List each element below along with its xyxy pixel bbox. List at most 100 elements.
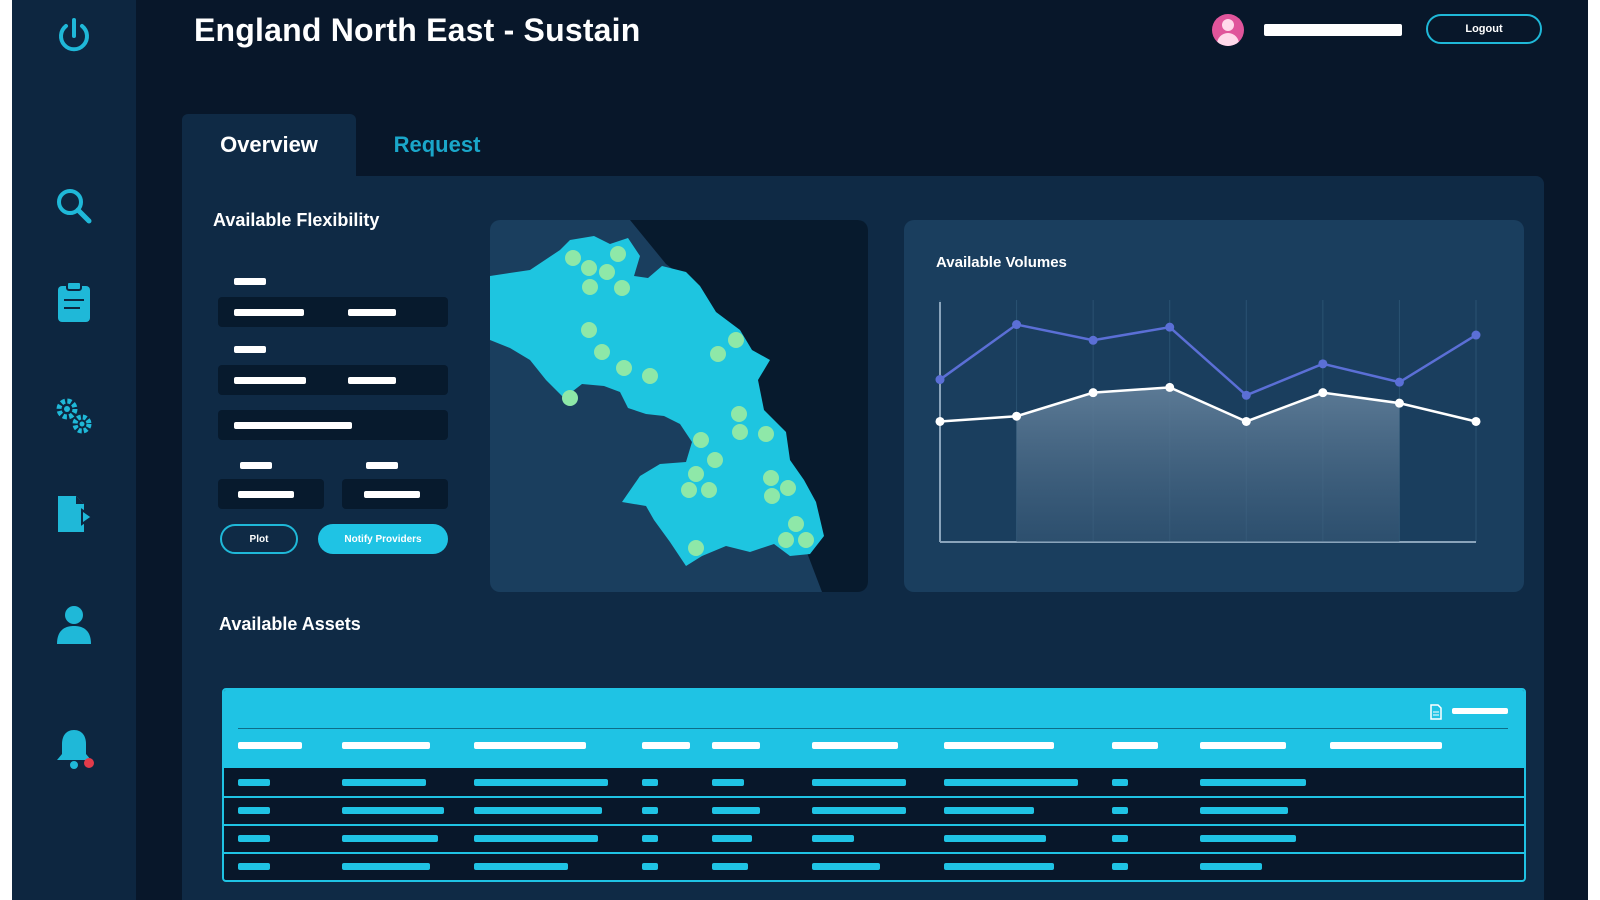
avatar[interactable] (1212, 14, 1244, 46)
table-cell (238, 779, 270, 786)
column-header[interactable] (474, 742, 586, 749)
table-cell (944, 863, 1054, 870)
table-cell (1112, 779, 1128, 786)
table-cell (474, 835, 598, 842)
table-cell (712, 779, 744, 786)
map-marker (763, 470, 779, 486)
search-icon[interactable] (50, 182, 98, 230)
map-svg (490, 220, 868, 592)
volumes-chart-card: Available Volumes (904, 220, 1524, 592)
map-marker (642, 368, 658, 384)
map-marker (681, 482, 697, 498)
map-marker (798, 532, 814, 548)
column-header[interactable] (812, 742, 898, 749)
table-cell (1200, 863, 1262, 870)
field-label (366, 462, 398, 469)
table-cell (342, 835, 438, 842)
row-divider (224, 796, 1524, 798)
table-cell (474, 807, 602, 814)
table-cell (1200, 835, 1296, 842)
map-marker (616, 360, 632, 376)
bell-icon[interactable] (50, 724, 98, 772)
column-header[interactable] (944, 742, 1054, 749)
table-cell (342, 779, 426, 786)
map-marker (599, 264, 615, 280)
user-icon[interactable] (50, 600, 98, 648)
series-1-point (935, 375, 945, 385)
table-row[interactable] (224, 852, 1524, 880)
table-cell (812, 807, 906, 814)
clipboard-icon[interactable] (50, 278, 98, 326)
table-row[interactable] (224, 824, 1524, 852)
table-cell (944, 779, 1078, 786)
map-marker (610, 246, 626, 262)
series-2-point (1012, 411, 1022, 421)
table-cell (238, 807, 270, 814)
export-label[interactable] (1452, 708, 1508, 714)
series-1-point (1241, 390, 1251, 400)
table-row[interactable] (224, 796, 1524, 824)
table-cell (642, 807, 658, 814)
map-marker (707, 452, 723, 468)
map-marker (693, 432, 709, 448)
map-marker (778, 532, 794, 548)
map-marker (565, 250, 581, 266)
tab-overview[interactable]: Overview (182, 114, 356, 176)
series-2-point (1471, 416, 1481, 426)
table-cell (474, 863, 568, 870)
map-marker (581, 322, 597, 338)
tab-request[interactable]: Request (393, 132, 481, 157)
series-2-point (1394, 398, 1404, 408)
table-cell (1112, 807, 1128, 814)
plot-button[interactable]: Plot (220, 524, 298, 554)
series-2-point (1088, 388, 1098, 398)
series-1-point (1471, 330, 1481, 340)
map-marker (582, 279, 598, 295)
flexibility-title: Available Flexibility (213, 210, 380, 230)
series-1-point (1394, 377, 1404, 387)
column-header[interactable] (642, 742, 690, 749)
document-export-icon[interactable] (50, 490, 98, 538)
column-header[interactable] (1330, 742, 1442, 749)
field-value (234, 309, 304, 316)
field-value (234, 422, 352, 429)
series-2-point (1241, 416, 1251, 426)
map-marker (614, 280, 630, 296)
table-cell (238, 835, 270, 842)
table-cell (712, 807, 760, 814)
row-divider (224, 852, 1524, 854)
field-label (240, 462, 272, 469)
gears-icon[interactable] (50, 392, 98, 440)
map-marker (562, 390, 578, 406)
logout-button[interactable]: Logout (1426, 14, 1542, 44)
asset-markers (562, 246, 814, 556)
series-2-point (935, 416, 945, 426)
power-icon[interactable] (50, 12, 98, 60)
table-cell (238, 863, 270, 870)
column-header[interactable] (1200, 742, 1286, 749)
table-cell (342, 807, 444, 814)
column-header[interactable] (1112, 742, 1158, 749)
field-value (364, 491, 420, 498)
assets-title: Available Assets (219, 614, 361, 634)
column-header[interactable] (238, 742, 302, 749)
region-map[interactable] (490, 220, 868, 592)
field-value (348, 309, 396, 316)
map-marker (731, 406, 747, 422)
volumes-chart (935, 300, 1481, 543)
table-row[interactable] (224, 768, 1524, 796)
notify-providers-button[interactable]: Notify Providers (318, 524, 448, 554)
table-cell (944, 807, 1034, 814)
map-marker (594, 344, 610, 360)
map-marker (788, 516, 804, 532)
table-cell (1112, 863, 1128, 870)
table-cell (642, 863, 658, 870)
table-cell (1200, 807, 1288, 814)
table-cell (812, 863, 880, 870)
table-cell (1112, 835, 1128, 842)
table-cell (712, 835, 752, 842)
column-header[interactable] (342, 742, 430, 749)
file-icon[interactable] (1430, 704, 1442, 720)
shaded-area (1016, 387, 1400, 542)
column-header[interactable] (712, 742, 760, 749)
